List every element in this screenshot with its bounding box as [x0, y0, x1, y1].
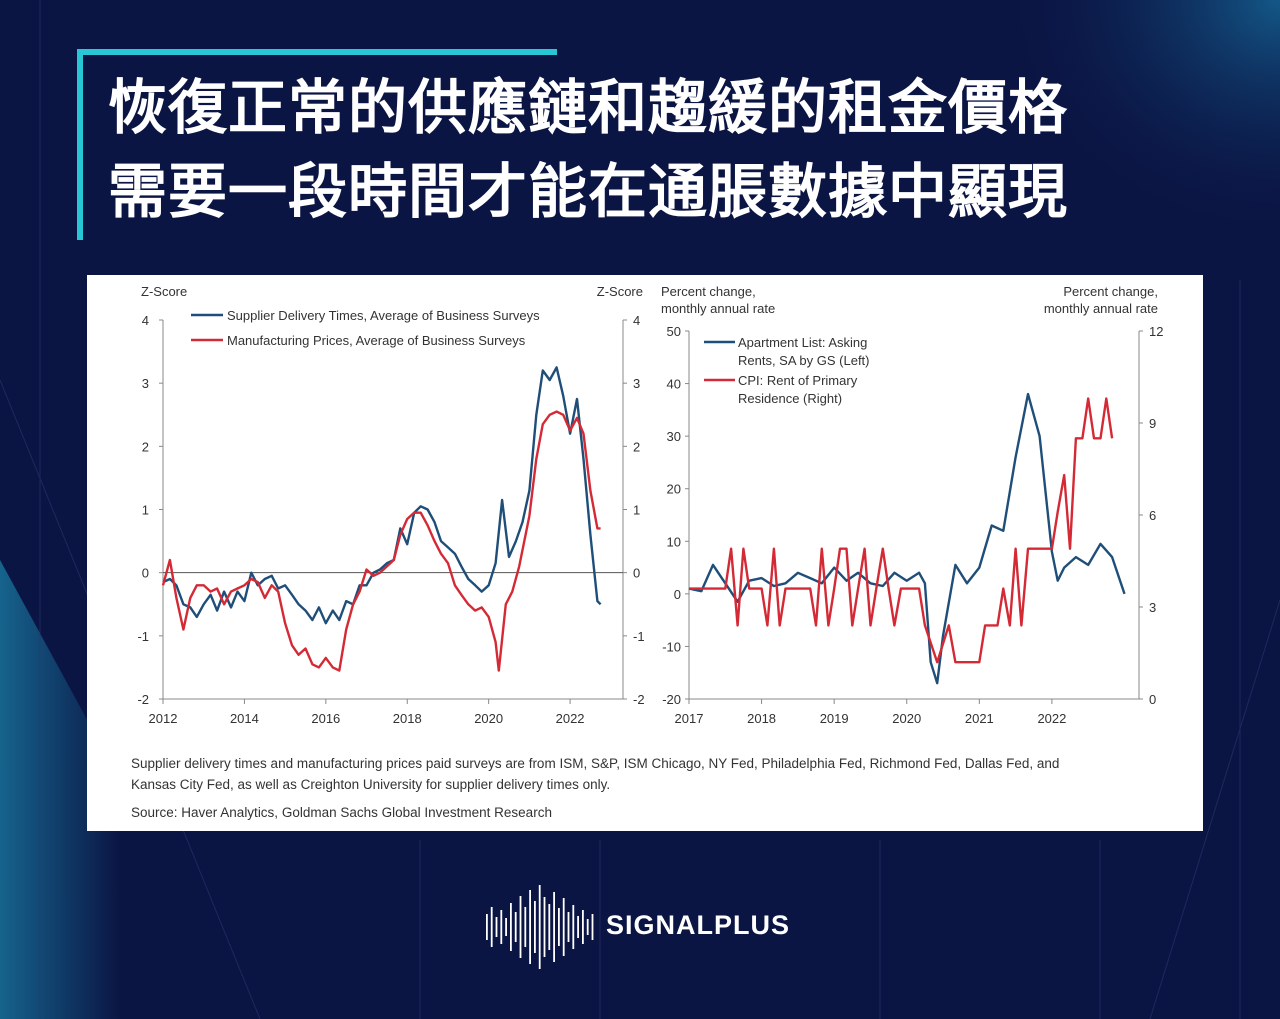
chart2-y-label-right: monthly annual rate [1044, 301, 1158, 316]
chart1-y-tick-right: -2 [633, 692, 645, 707]
logo-wave-bar [519, 896, 522, 958]
chart1-y-tick-left: 3 [142, 376, 149, 391]
footnote-line-1: Supplier delivery times and manufacturin… [131, 756, 1060, 771]
logo-wave-bar [577, 916, 579, 938]
logo-wave-bar [591, 914, 594, 940]
sound-wave-icon [486, 885, 594, 969]
chart2-legend-label-1-line-1: Apartment List: Asking [738, 335, 867, 350]
chart2-y-tick-right: 0 [1149, 692, 1156, 707]
title-accent-bar-top [77, 49, 557, 55]
chart1-y-tick-right: 4 [633, 313, 640, 328]
chart1-x-tick-label: 2022 [556, 711, 585, 726]
logo-wave-bar [486, 914, 488, 940]
chart1-y-tick-right: -1 [633, 629, 645, 644]
chart2-y-tick-right: 3 [1149, 600, 1156, 615]
chart1-series-line-2 [161, 410, 601, 672]
chart1-y-tick-right: 2 [633, 439, 640, 454]
chart2-y-tick-left: 30 [667, 429, 681, 444]
chart1-y-tick-left: 4 [142, 313, 149, 328]
chart1-y-label-left: Z-Score [141, 284, 187, 299]
chart2-x-tick-label: 2019 [820, 711, 849, 726]
logo-wave-bar [500, 910, 503, 944]
chart2-series-line-2 [689, 397, 1114, 664]
chart1-x-tick-label: 2020 [474, 711, 503, 726]
chart2-y-label-left: Percent change, [661, 284, 756, 299]
page-title: 恢復正常的供應鏈和趨緩的租金價格 需要一段時間才能在通脹數據中顯現 [108, 66, 1208, 234]
chart1-x-tick-label: 2012 [149, 711, 178, 726]
logo-wave-bar [490, 907, 493, 947]
title-line-2: 需要一段時間才能在通脹數據中顯現 [108, 157, 1069, 226]
logo-wave-bar [534, 901, 536, 953]
footnote-line-2: Kansas City Fed, as well as Creighton Un… [131, 777, 611, 792]
title-line-1: 恢復正常的供應鏈和趨緩的租金價格 [108, 73, 1069, 142]
source-note: Source: Haver Analytics, Goldman Sachs G… [131, 805, 552, 820]
logo-wave-bar [582, 910, 584, 944]
logo-wave-bar [572, 905, 575, 949]
chart-panel: -2 -2 -1 -1 0 0 1 1 2 2 3 3 4 4 2012 2014 2016 2018 2020 20… [87, 275, 1203, 831]
chart1-legend-label-2: Manufacturing Prices, Average of Busines… [227, 333, 526, 348]
chart2-x-tick-label: 2022 [1037, 711, 1066, 726]
chart1-y-tick-left: -2 [137, 692, 149, 707]
chart2-y-tick-left: -20 [662, 692, 681, 707]
chart2-x-tick-label: 2017 [675, 711, 704, 726]
chart1-y-tick-left: 2 [142, 439, 149, 454]
chart2-y-tick-left: 0 [674, 587, 681, 602]
chart2-y-label-left: monthly annual rate [661, 301, 775, 316]
chart1-x-tick-label: 2016 [311, 711, 340, 726]
chart1-y-tick-left: -1 [137, 629, 149, 644]
chart2-y-tick-left: 10 [667, 534, 681, 549]
logo-wave-bar [553, 892, 555, 962]
chart1-y-tick-right: 0 [633, 566, 640, 581]
chart1-x-tick-label: 2018 [393, 711, 422, 726]
chart1-y-tick-left: 0 [142, 566, 149, 581]
chart1-y-tick-right: 1 [633, 503, 640, 518]
chart2-y-tick-left: 50 [667, 324, 681, 339]
logo-wave-bar [548, 904, 551, 950]
chart1-y-tick-right: 3 [633, 376, 640, 391]
title-accent-bar-left [77, 49, 83, 240]
logo-wave-bar [529, 890, 531, 964]
chart2-legend-label-2-line-1: CPI: Rent of Primary [738, 373, 858, 388]
chart1-legend-label-1: Supplier Delivery Times, Average of Busi… [227, 308, 540, 323]
chart1-series-line-1 [162, 366, 602, 625]
logo-wave-bar [524, 907, 527, 947]
logo-wave-bar [510, 903, 512, 951]
logo-wave-bar [562, 898, 565, 956]
logo-wave-bar [538, 885, 541, 969]
chart2-x-tick-label: 2021 [965, 711, 994, 726]
logo-wave-bar [514, 912, 517, 942]
chart2-x-tick-label: 2018 [747, 711, 776, 726]
chart2-x-tick-label: 2020 [892, 711, 921, 726]
logo-wave-bar [558, 908, 560, 946]
chart2-y-tick-left: 40 [667, 377, 681, 392]
chart2-y-tick-right: 12 [1149, 324, 1163, 339]
chart1-x-tick-label: 2014 [230, 711, 259, 726]
logo-wave-bar [543, 897, 546, 957]
chart2-y-label-right: Percent change, [1063, 284, 1158, 299]
logo-wave-bar [567, 912, 570, 942]
chart2-y-tick-right: 6 [1149, 508, 1156, 523]
brand-name: SIGNALPLUS [606, 910, 791, 940]
chart2-legend-label-2-line-2: Residence (Right) [738, 391, 842, 406]
logo-wave-bar [505, 918, 507, 936]
chart1-y-label-right: Z-Score [597, 284, 643, 299]
logo-wave-bar [586, 919, 589, 935]
chart2-legend-label-1-line-2: Rents, SA by GS (Left) [738, 353, 870, 368]
chart2-y-tick-left: -10 [662, 639, 681, 654]
chart2-y-tick-right: 9 [1149, 416, 1156, 431]
logo-wave-bar [495, 917, 498, 937]
chart2-y-tick-left: 20 [667, 482, 681, 497]
chart1-y-tick-left: 1 [142, 503, 149, 518]
chart2-series-line-1 [688, 392, 1126, 685]
